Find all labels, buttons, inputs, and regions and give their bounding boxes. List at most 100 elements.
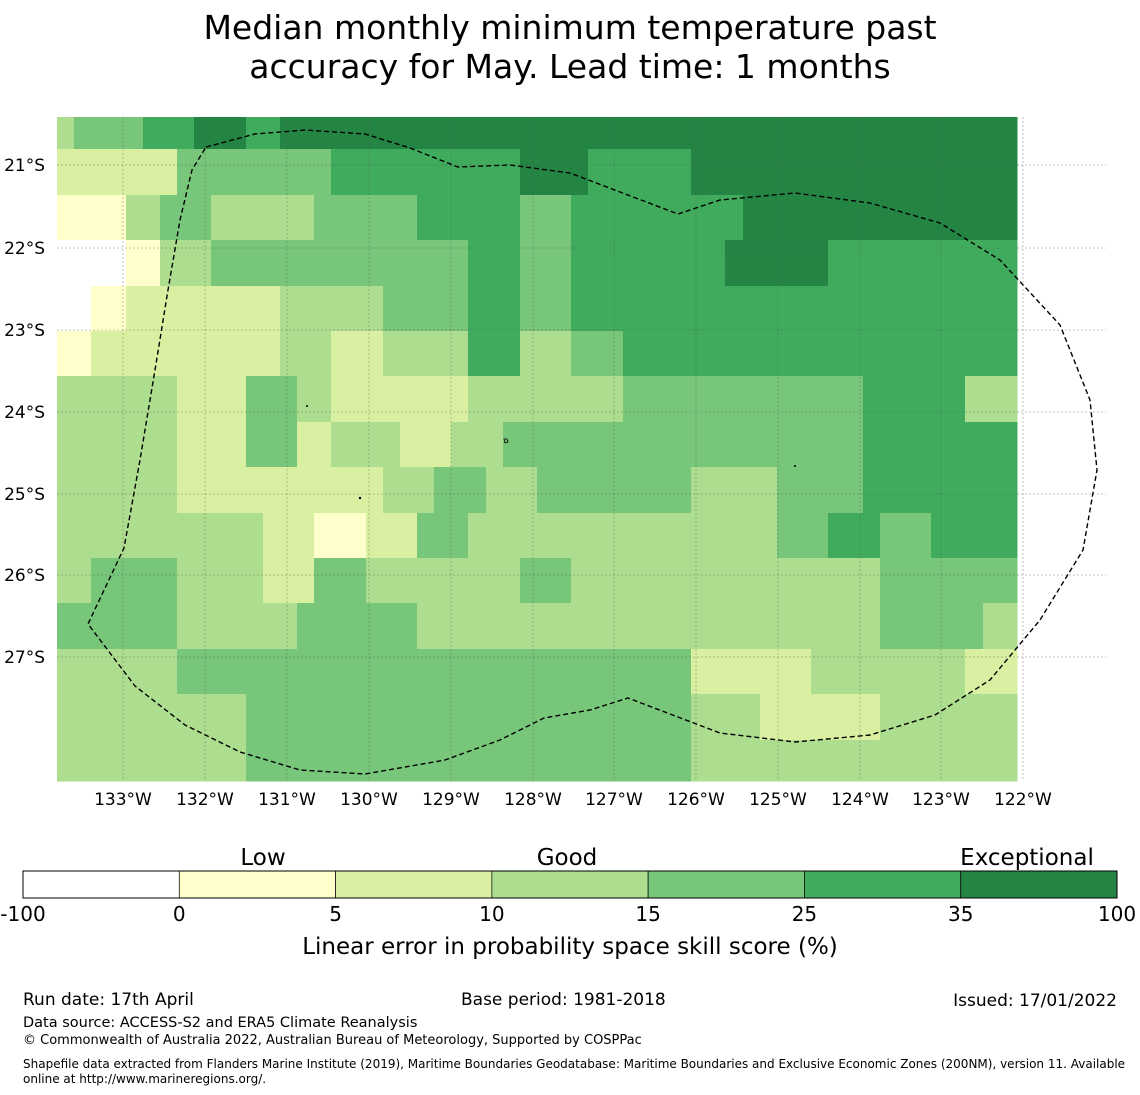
- grid-cell: [91, 422, 109, 468]
- grid-cell: [1000, 649, 1018, 695]
- grid-cell: [400, 149, 418, 196]
- grid-cell: [828, 422, 846, 468]
- grid-cell: [520, 117, 538, 150]
- grid-cell: [228, 117, 247, 150]
- grid-cell: [177, 603, 195, 650]
- grid-cell: [588, 467, 606, 514]
- grid-cell: [194, 513, 212, 559]
- grid-cell: [828, 603, 846, 650]
- grid-cell: [657, 286, 675, 332]
- grid-cell: [108, 649, 127, 695]
- copyright: © Commonwealth of Australia 2022, Austra…: [23, 1033, 642, 1048]
- grid-cell: [845, 467, 864, 514]
- grid-cell: [297, 117, 315, 150]
- grid-cell: [657, 513, 675, 559]
- base-period: Base period: 1981-2018: [461, 990, 666, 1010]
- grid-cell: [57, 240, 75, 287]
- grid-cell: [486, 195, 504, 241]
- grid-cell: [897, 467, 915, 514]
- grid-cell: [434, 603, 452, 650]
- grid-cell: [777, 603, 795, 650]
- grid-cell: [468, 149, 487, 196]
- grid-cell: [914, 649, 932, 695]
- grid-cell: [160, 558, 178, 604]
- grid-cell: [108, 195, 127, 241]
- grid-cell: [760, 740, 778, 782]
- colorbar-bin: [178, 870, 336, 899]
- grid-cell: [160, 513, 178, 559]
- grid-cell: [383, 149, 401, 196]
- grid-cell: [863, 240, 881, 287]
- grid-cell: [108, 422, 127, 468]
- longitude-label: 126°W: [667, 790, 725, 810]
- grid-cell: [74, 740, 92, 782]
- longitude-label: 127°W: [585, 790, 643, 810]
- grid-cell: [983, 649, 1001, 695]
- grid-cell: [143, 513, 161, 559]
- grid-cell: [246, 513, 264, 559]
- grid-cell: [331, 422, 349, 468]
- grid-cell: [897, 240, 915, 287]
- grid-cell: [126, 694, 144, 741]
- grid-cell: [948, 740, 966, 782]
- grid-cell: [126, 331, 144, 377]
- grid-cell: [331, 558, 349, 604]
- grid-cell: [383, 467, 401, 514]
- grid-cell: [1000, 513, 1018, 559]
- grid-cell: [828, 195, 846, 241]
- grid-cell: [246, 649, 264, 695]
- grid-cell: [623, 694, 641, 741]
- grid-cell: [674, 513, 692, 559]
- grid-cell: [880, 195, 898, 241]
- grid-cell: [417, 331, 435, 377]
- grid-cell: [571, 513, 589, 559]
- grid-cell: [314, 694, 332, 741]
- grid-cell: [657, 422, 675, 468]
- grid-cell: [640, 149, 658, 196]
- grid-cell: [143, 694, 161, 741]
- grid-cell: [211, 740, 229, 782]
- grid-cell: [366, 286, 384, 332]
- grid-cell: [177, 649, 195, 695]
- grid-cell: [503, 149, 521, 196]
- grid-cell: [348, 331, 367, 377]
- grid-cell: [160, 240, 178, 287]
- grid-cell: [348, 649, 367, 695]
- colorbar-bin: [22, 870, 180, 899]
- grid-cell: [143, 467, 161, 514]
- grid-cell: [537, 149, 555, 196]
- grid-cell: [297, 331, 315, 377]
- grid-cell: [760, 603, 778, 650]
- grid-cell: [108, 513, 127, 559]
- grid-cell: [143, 149, 161, 196]
- island-marks: [306, 405, 796, 500]
- grid-cell: [468, 240, 487, 287]
- grid-cell: [983, 195, 1001, 241]
- grid-cell: [605, 376, 624, 423]
- grid-cell: [588, 149, 606, 196]
- grid-cell: [571, 694, 589, 741]
- grid-cell: [623, 513, 641, 559]
- grid-cell: [657, 603, 675, 650]
- grid-cell: [143, 649, 161, 695]
- grid-cell: [297, 149, 315, 196]
- grid-cell: [640, 422, 658, 468]
- grid-cell: [588, 740, 606, 782]
- grid-cell: [863, 558, 881, 604]
- grid-cell: [314, 376, 332, 423]
- grid-cell: [348, 422, 367, 468]
- colorbar-bin: [491, 870, 649, 899]
- grid-cell: [948, 240, 966, 287]
- grid-cell: [725, 149, 744, 196]
- grid-cell: [400, 740, 418, 782]
- grid-cell: [691, 422, 709, 468]
- grid-cell: [708, 467, 726, 514]
- grid-cell: [777, 649, 795, 695]
- grid-cell: [160, 117, 178, 150]
- grid-cell: [263, 376, 281, 423]
- grid-cell: [383, 694, 401, 741]
- grid-cell: [366, 195, 384, 241]
- grid-cell: [468, 467, 487, 514]
- colorbar-category-low: Low: [240, 845, 285, 871]
- grid-cell: [708, 149, 726, 196]
